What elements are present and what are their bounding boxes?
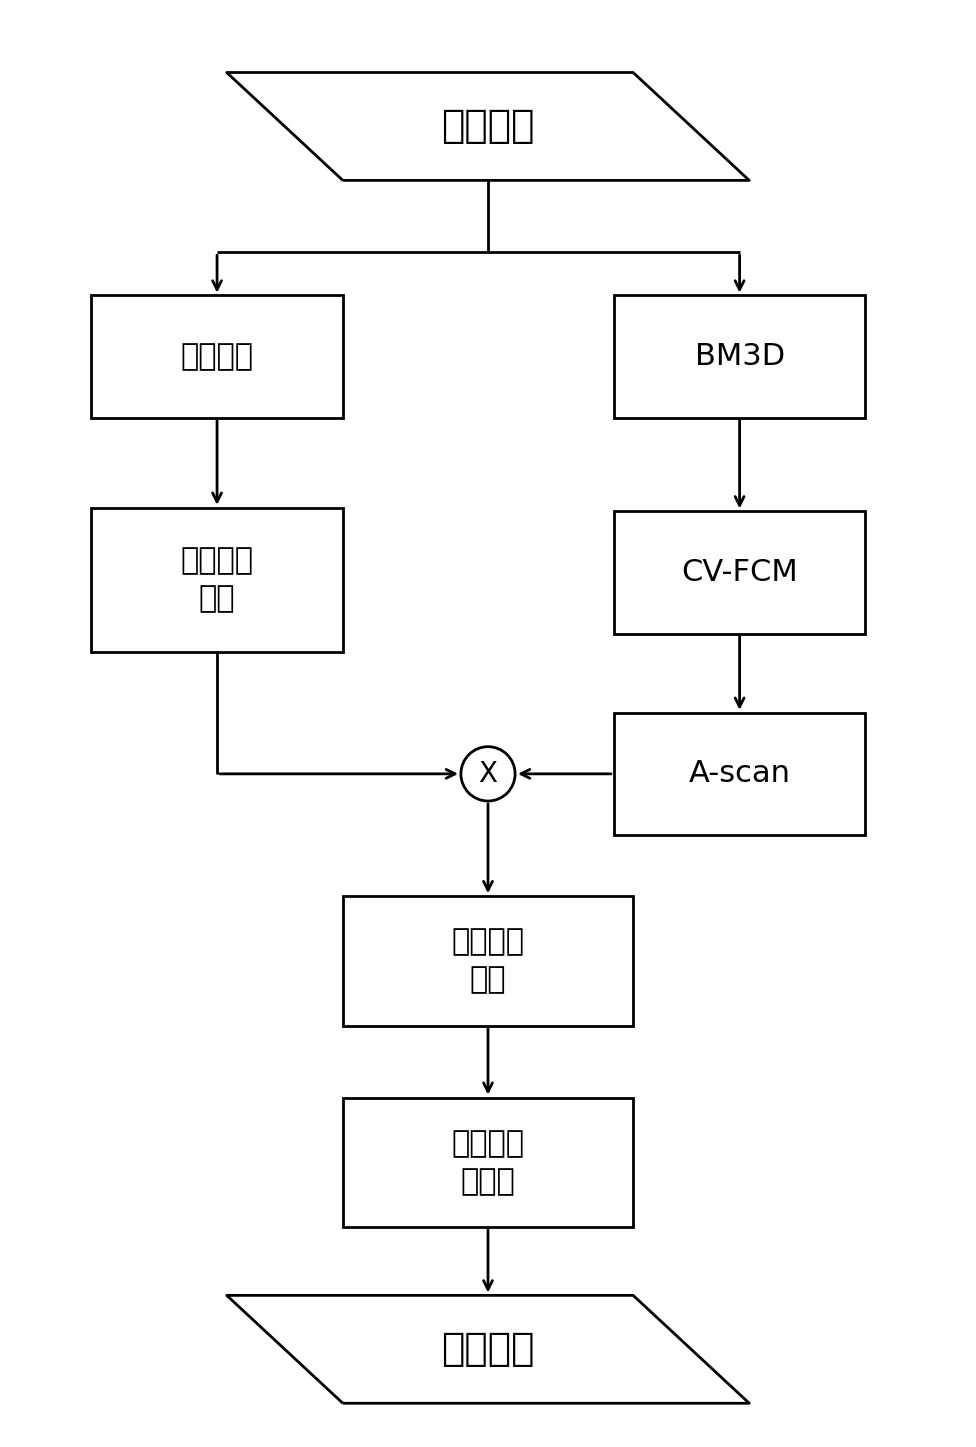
Text: 输入图像: 输入图像 (441, 107, 535, 146)
Bar (92, 508, 343, 651)
Text: 空间连续
性约束: 空间连续 性约束 (452, 1129, 524, 1195)
Bar (343, 1098, 633, 1227)
Text: 血管阴影
定位: 血管阴影 定位 (181, 546, 254, 614)
Text: CV-FCM: CV-FCM (681, 559, 798, 587)
Text: BM3D: BM3D (695, 341, 785, 370)
Bar (614, 713, 866, 835)
Bar (343, 896, 633, 1026)
Text: A-scan: A-scan (689, 760, 791, 789)
Bar (614, 295, 866, 418)
Text: 最终结果: 最终结果 (441, 1330, 535, 1369)
Bar (92, 295, 343, 418)
Ellipse shape (461, 747, 515, 802)
Bar (614, 511, 866, 634)
Text: 图像投影: 图像投影 (181, 341, 254, 370)
Text: X: X (478, 760, 498, 787)
Text: 血管阴影
移除: 血管阴影 移除 (452, 928, 524, 994)
